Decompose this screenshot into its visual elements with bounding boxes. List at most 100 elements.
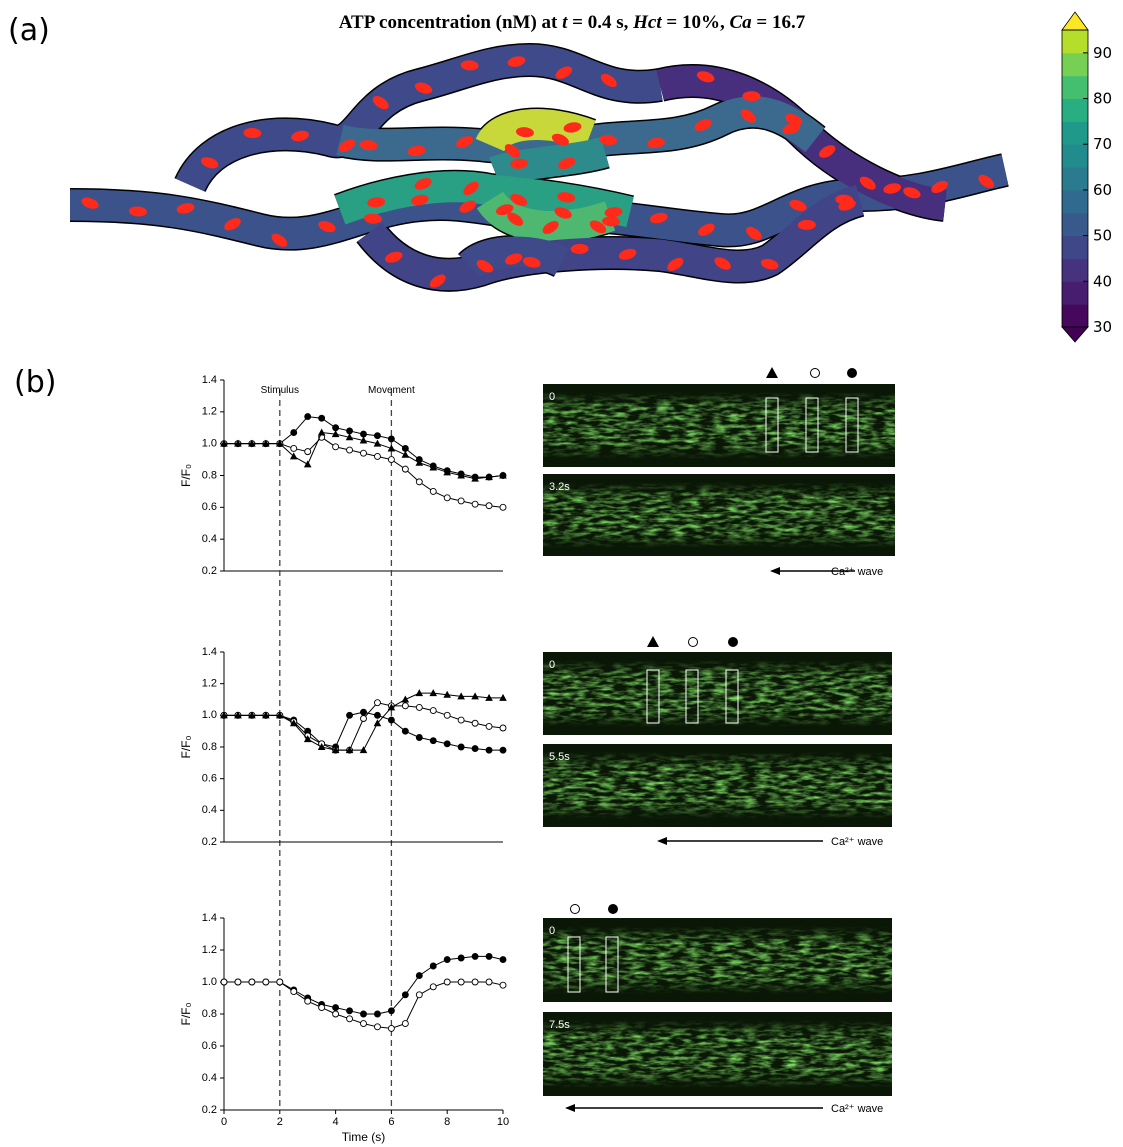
red-cell: [570, 243, 589, 254]
point: [415, 689, 424, 697]
point: [304, 997, 312, 1005]
colorbar-frame: [1061, 29, 1089, 328]
x-tick-label: 0: [221, 1116, 227, 1128]
point: [318, 1004, 326, 1012]
point: [290, 429, 298, 436]
point: [457, 743, 465, 751]
point: [248, 439, 256, 447]
roi-box: [685, 669, 699, 724]
red-cell: [359, 140, 378, 151]
point: [401, 991, 409, 999]
y-tick-label: 1.2: [202, 944, 217, 956]
point: [387, 444, 396, 452]
red-cell: [510, 158, 529, 169]
vessel: [459, 236, 570, 279]
red-cell: [414, 82, 433, 94]
red-cell: [667, 257, 684, 271]
y-tick-label: 0.2: [202, 1104, 217, 1116]
point: [318, 414, 326, 422]
point: [471, 692, 479, 700]
red-cell: [883, 183, 902, 194]
point: [387, 703, 396, 711]
point: [429, 689, 438, 697]
point: [401, 450, 410, 458]
roi-box: [725, 669, 739, 724]
y-tick-label: 1.4: [202, 912, 217, 924]
red-cell: [291, 130, 309, 142]
point: [471, 500, 479, 508]
point: [262, 978, 270, 986]
frame-label: 7.5s: [549, 1019, 570, 1031]
y-tick-label: 0.8: [202, 1008, 217, 1020]
point: [332, 443, 340, 451]
roi-symbol: [810, 368, 820, 378]
red-cell: [696, 71, 715, 83]
point: [485, 746, 493, 754]
fluorescence: [543, 482, 895, 548]
point: [220, 439, 228, 447]
roi-symbol: [847, 368, 857, 378]
point: [360, 449, 367, 457]
point: [290, 988, 298, 996]
point: [457, 497, 465, 505]
point: [457, 716, 465, 724]
vessel: [357, 184, 865, 291]
point: [401, 727, 409, 735]
y-axis-label: F/F₀: [179, 735, 193, 758]
colorbar-extend: [1061, 11, 1089, 31]
point: [303, 735, 312, 743]
red-cell: [819, 145, 836, 158]
point: [360, 430, 367, 438]
red-cell: [542, 221, 559, 234]
y-tick-label: 1.2: [202, 406, 217, 418]
point: [429, 737, 437, 745]
red-cell: [785, 113, 803, 126]
x-tick-label: 2: [277, 1116, 283, 1128]
y-axis-label: F/F₀: [179, 464, 193, 487]
title-part: = 16.7: [752, 12, 806, 33]
red-cell: [410, 194, 429, 206]
point: [443, 690, 451, 698]
x-tick-label: 4: [333, 1116, 339, 1128]
vessel-network: [69, 42, 1009, 292]
point: [443, 711, 451, 719]
point: [499, 503, 507, 511]
point: [248, 711, 256, 719]
fluorescence: [543, 926, 892, 994]
red-cell: [782, 123, 801, 135]
red-cell: [318, 221, 336, 233]
y-tick-label: 0.2: [202, 836, 217, 848]
point: [276, 978, 284, 986]
colorbar-band: [1062, 281, 1088, 305]
point: [401, 444, 409, 452]
point: [415, 478, 423, 486]
y-tick-label: 1.4: [202, 646, 217, 658]
point: [443, 494, 451, 502]
point: [443, 956, 451, 964]
point: [331, 430, 340, 438]
point: [401, 1020, 409, 1028]
colorbar-band: [1062, 98, 1088, 122]
point: [471, 474, 479, 482]
point: [485, 722, 493, 730]
red-cell: [698, 223, 715, 236]
frame-label: 3.2s: [549, 481, 570, 493]
roi-box: [567, 936, 581, 993]
colorbar-band: [1062, 212, 1088, 237]
colorbar-tick-label: 60: [1093, 181, 1112, 199]
red-cell: [224, 218, 241, 231]
point: [374, 699, 381, 707]
point: [415, 991, 423, 999]
red-cell: [372, 96, 389, 110]
red-cell: [760, 258, 779, 270]
y-tick-label: 1.0: [202, 438, 217, 450]
point: [303, 460, 312, 468]
roi-symbol: [688, 637, 698, 647]
title-part: Hct: [632, 12, 662, 33]
y-tick-label: 0.2: [202, 565, 217, 577]
red-cell: [649, 212, 668, 224]
y-tick-label: 0.8: [202, 469, 217, 481]
point: [276, 711, 284, 719]
point: [346, 1007, 353, 1015]
